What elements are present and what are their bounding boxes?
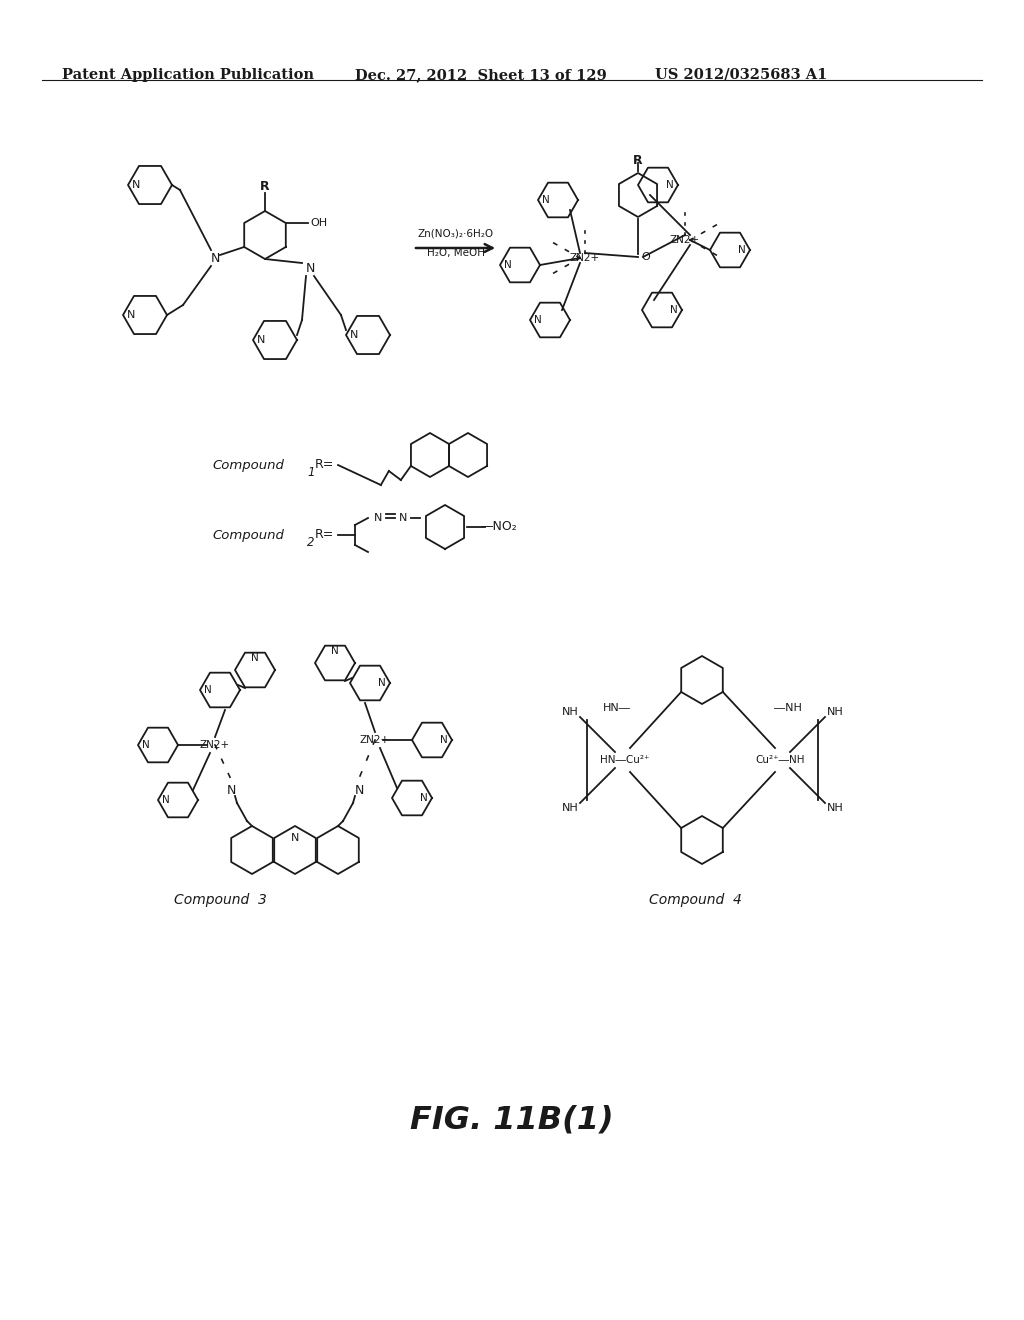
- Text: N: N: [142, 741, 150, 750]
- Text: N: N: [398, 513, 408, 523]
- Text: N: N: [257, 335, 265, 345]
- Text: ZN2+: ZN2+: [570, 253, 600, 263]
- Text: HN―: HN―: [603, 704, 631, 713]
- Text: N: N: [331, 645, 339, 656]
- Text: N: N: [132, 180, 140, 190]
- Text: Compound: Compound: [212, 458, 284, 471]
- Text: Patent Application Publication: Patent Application Publication: [62, 69, 314, 82]
- Text: N: N: [305, 261, 314, 275]
- Text: Compound  4: Compound 4: [648, 894, 741, 907]
- Text: OH: OH: [310, 218, 328, 228]
- Text: N: N: [162, 795, 170, 805]
- Text: N: N: [738, 246, 745, 255]
- Text: N: N: [226, 784, 236, 797]
- Text: N: N: [204, 685, 212, 696]
- Text: N: N: [291, 833, 299, 843]
- Text: R: R: [633, 154, 643, 168]
- Text: H₂O, MeOH: H₂O, MeOH: [427, 248, 485, 257]
- Text: N: N: [354, 784, 364, 797]
- Text: N: N: [374, 513, 382, 523]
- Text: R=: R=: [314, 458, 334, 471]
- Text: ZN2+: ZN2+: [360, 735, 390, 744]
- Text: R=: R=: [314, 528, 334, 541]
- Text: N: N: [504, 260, 512, 271]
- Text: N: N: [127, 310, 135, 319]
- Text: ―NH: ―NH: [774, 704, 802, 713]
- Text: 1: 1: [307, 466, 314, 479]
- Text: N: N: [350, 330, 358, 341]
- Text: N: N: [210, 252, 220, 264]
- Text: NH: NH: [561, 803, 579, 813]
- Text: NH: NH: [826, 803, 844, 813]
- Text: N: N: [440, 735, 447, 744]
- Text: Zn(NO₃)₂·6H₂O: Zn(NO₃)₂·6H₂O: [418, 228, 494, 238]
- Text: HN―Cu²⁺: HN―Cu²⁺: [600, 755, 650, 766]
- Text: Compound  3: Compound 3: [173, 894, 266, 907]
- Text: ZN2+: ZN2+: [200, 741, 230, 750]
- Text: Dec. 27, 2012  Sheet 13 of 129: Dec. 27, 2012 Sheet 13 of 129: [355, 69, 607, 82]
- Text: US 2012/0325683 A1: US 2012/0325683 A1: [655, 69, 827, 82]
- Text: ZN2+: ZN2+: [670, 235, 700, 246]
- Text: N: N: [542, 195, 550, 205]
- Text: O: O: [642, 252, 650, 261]
- Text: N: N: [420, 793, 428, 803]
- Text: N: N: [667, 180, 674, 190]
- Text: Cu²⁺―NH: Cu²⁺―NH: [756, 755, 805, 766]
- Text: —NO₂: —NO₂: [480, 520, 517, 533]
- Text: N: N: [670, 305, 678, 315]
- Text: N: N: [378, 678, 386, 688]
- Text: 2: 2: [307, 536, 314, 549]
- Text: FIG. 11B(1): FIG. 11B(1): [411, 1105, 613, 1135]
- Text: R: R: [260, 180, 269, 193]
- Text: NH: NH: [826, 708, 844, 717]
- Text: Compound: Compound: [212, 528, 284, 541]
- Text: NH: NH: [561, 708, 579, 717]
- Text: N: N: [251, 653, 259, 663]
- Text: N: N: [535, 315, 542, 325]
